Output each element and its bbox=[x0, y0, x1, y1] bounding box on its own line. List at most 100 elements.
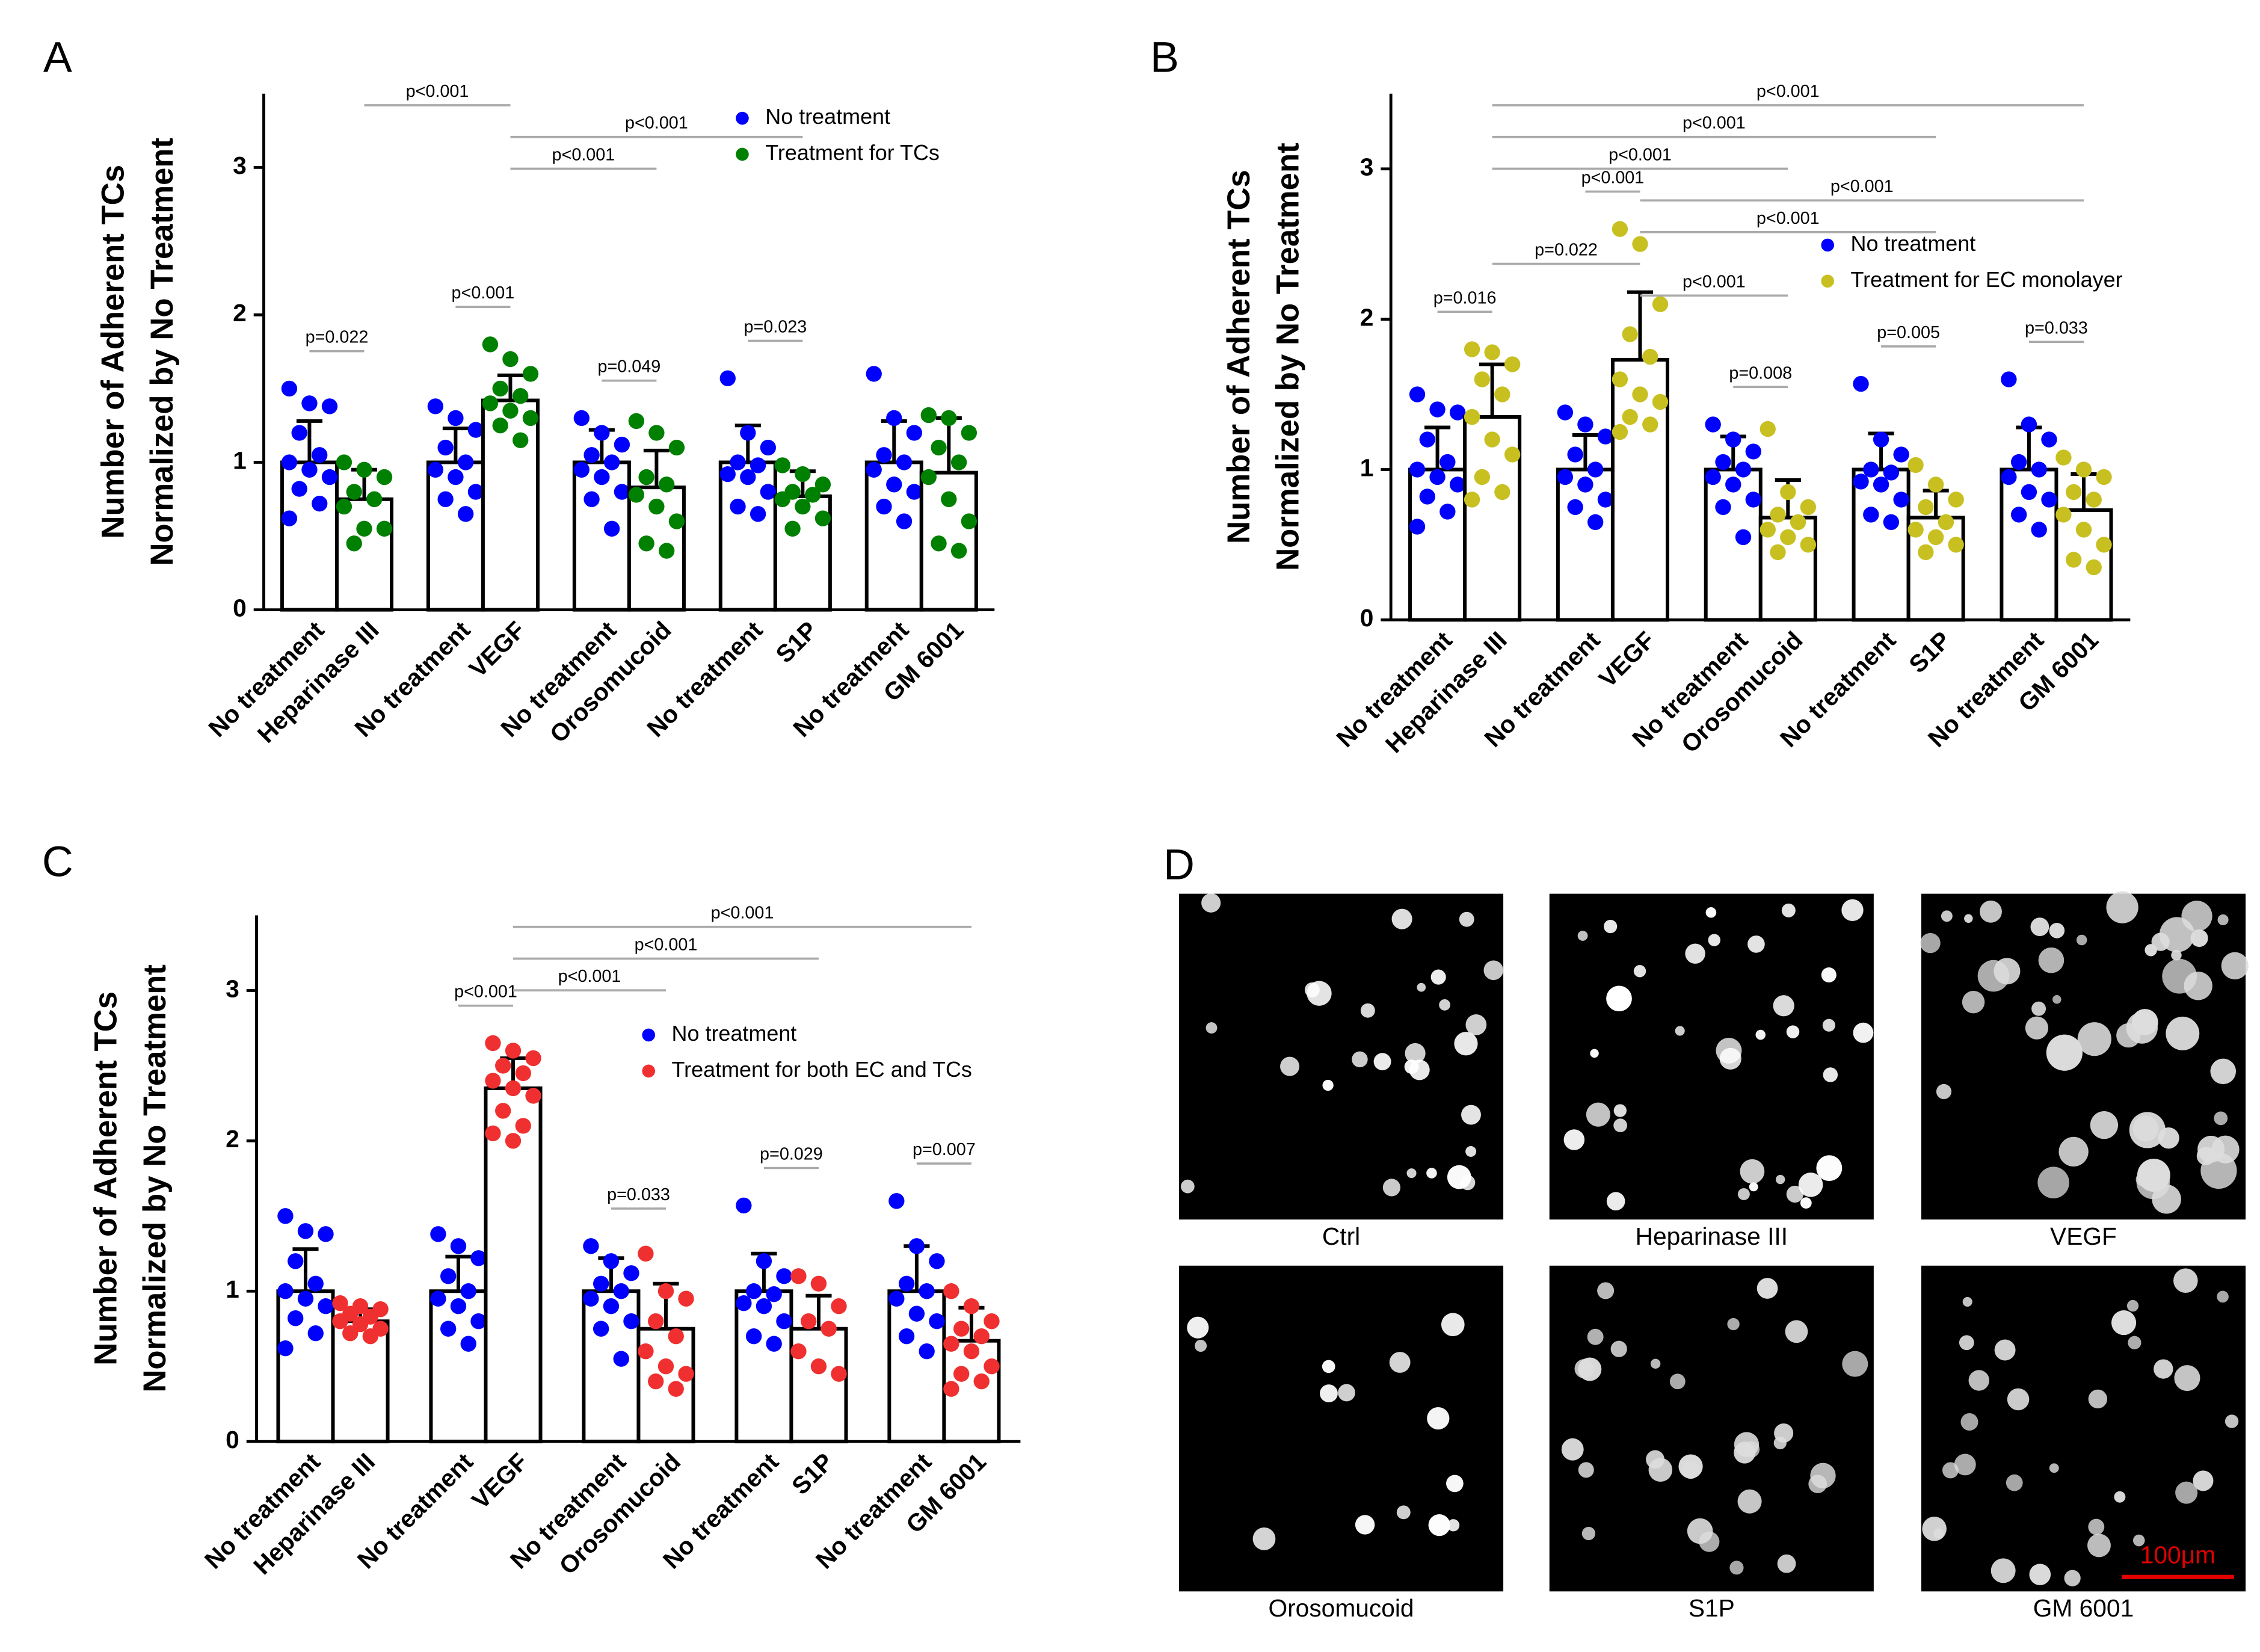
data-point bbox=[1587, 461, 1604, 478]
cell bbox=[1705, 907, 1717, 918]
cell bbox=[1687, 1518, 1713, 1544]
cell bbox=[2162, 958, 2197, 994]
data-point bbox=[719, 370, 736, 386]
data-point bbox=[291, 425, 307, 441]
bar bbox=[481, 398, 540, 612]
data-point bbox=[1494, 484, 1510, 501]
data-point bbox=[1474, 371, 1491, 387]
data-point bbox=[1800, 499, 1817, 516]
data-point bbox=[766, 1286, 782, 1302]
data-point bbox=[1938, 514, 1954, 531]
cell bbox=[1322, 1079, 1334, 1091]
data-point bbox=[485, 1035, 501, 1052]
cell bbox=[1675, 1026, 1685, 1036]
cell bbox=[2132, 1115, 2159, 1142]
cell bbox=[2046, 1034, 2083, 1071]
data-point bbox=[2041, 492, 2057, 508]
y-axis-label: Normalized by No Treatment bbox=[137, 964, 173, 1393]
data-point bbox=[450, 1298, 467, 1315]
data-point bbox=[482, 395, 499, 411]
cell bbox=[1613, 1104, 1627, 1117]
cell bbox=[1737, 1188, 1750, 1200]
cell bbox=[1920, 932, 1941, 954]
data-point bbox=[740, 425, 756, 441]
data-point bbox=[920, 407, 937, 424]
data-point bbox=[522, 410, 539, 427]
data-point bbox=[593, 1321, 609, 1337]
data-point bbox=[963, 1298, 980, 1315]
p-value: p=0.005 bbox=[1877, 323, 1940, 342]
cell bbox=[2077, 1022, 2111, 1056]
data-point bbox=[2096, 469, 2112, 485]
bar bbox=[276, 1289, 335, 1444]
data-point bbox=[614, 436, 630, 453]
data-point bbox=[2096, 537, 2112, 553]
data-point bbox=[1409, 519, 1426, 535]
cell bbox=[1633, 965, 1646, 978]
p-value: p=0.049 bbox=[598, 357, 661, 377]
data-point bbox=[502, 351, 519, 368]
cell bbox=[1459, 911, 1474, 927]
data-point bbox=[352, 1316, 369, 1333]
y-axis-label: Number of Adherent TCs bbox=[88, 991, 124, 1366]
data-point bbox=[1642, 416, 1658, 433]
bar bbox=[1852, 467, 1911, 622]
cell bbox=[2225, 1414, 2239, 1428]
cell bbox=[1757, 1278, 1778, 1299]
cell bbox=[1810, 1462, 1836, 1489]
cell bbox=[1465, 1146, 1477, 1157]
cell bbox=[1853, 1022, 1874, 1043]
cell bbox=[1590, 1049, 1599, 1058]
data-point bbox=[943, 1381, 959, 1397]
cell bbox=[2029, 1564, 2051, 1585]
data-point bbox=[437, 491, 454, 507]
cell bbox=[2064, 1570, 2081, 1586]
y-axis-label: Normalized by No Treatment bbox=[1270, 143, 1305, 571]
cell bbox=[2200, 1152, 2237, 1189]
data-point bbox=[440, 1268, 457, 1284]
cell bbox=[1749, 1182, 1758, 1192]
p-value: p<0.001 bbox=[406, 82, 469, 101]
cell bbox=[2128, 1336, 2141, 1349]
data-point bbox=[573, 410, 590, 427]
data-point bbox=[1715, 454, 1731, 470]
data-point bbox=[1464, 408, 1480, 425]
p-value: p=0.023 bbox=[744, 318, 807, 337]
cell bbox=[1561, 1438, 1584, 1461]
data-point bbox=[1745, 443, 1761, 460]
legend-marker bbox=[1821, 274, 1834, 288]
data-point bbox=[460, 1336, 476, 1352]
data-point bbox=[888, 1193, 905, 1209]
data-point bbox=[931, 439, 947, 456]
cell bbox=[2090, 1111, 2119, 1139]
data-point bbox=[460, 1283, 476, 1299]
data-point bbox=[943, 1283, 959, 1299]
cell bbox=[1320, 1384, 1338, 1403]
data-point bbox=[1567, 446, 1583, 463]
data-point bbox=[505, 1133, 522, 1149]
p-value: p=0.016 bbox=[1433, 288, 1497, 307]
data-point bbox=[277, 1283, 294, 1299]
p-value: p<0.001 bbox=[635, 935, 698, 954]
data-point bbox=[613, 1283, 629, 1299]
data-point bbox=[288, 1310, 304, 1327]
data-point bbox=[876, 447, 892, 463]
p-value: p<0.001 bbox=[454, 982, 517, 1002]
data-point bbox=[1853, 375, 1869, 392]
data-point bbox=[668, 439, 685, 456]
data-point bbox=[2066, 484, 2082, 501]
y-tick-label: 0 bbox=[1360, 604, 1374, 632]
data-point bbox=[2031, 461, 2047, 478]
y-tick-label: 2 bbox=[233, 299, 247, 327]
cell bbox=[1373, 1053, 1391, 1071]
cell bbox=[1775, 1174, 1785, 1185]
data-point bbox=[525, 1050, 541, 1067]
cell bbox=[1577, 931, 1588, 941]
data-point bbox=[291, 481, 307, 497]
cell bbox=[2058, 1136, 2089, 1167]
data-point bbox=[485, 1073, 501, 1089]
data-point bbox=[376, 520, 393, 537]
data-point bbox=[1927, 529, 1944, 546]
cell bbox=[1962, 1296, 1972, 1307]
bar bbox=[334, 497, 394, 612]
